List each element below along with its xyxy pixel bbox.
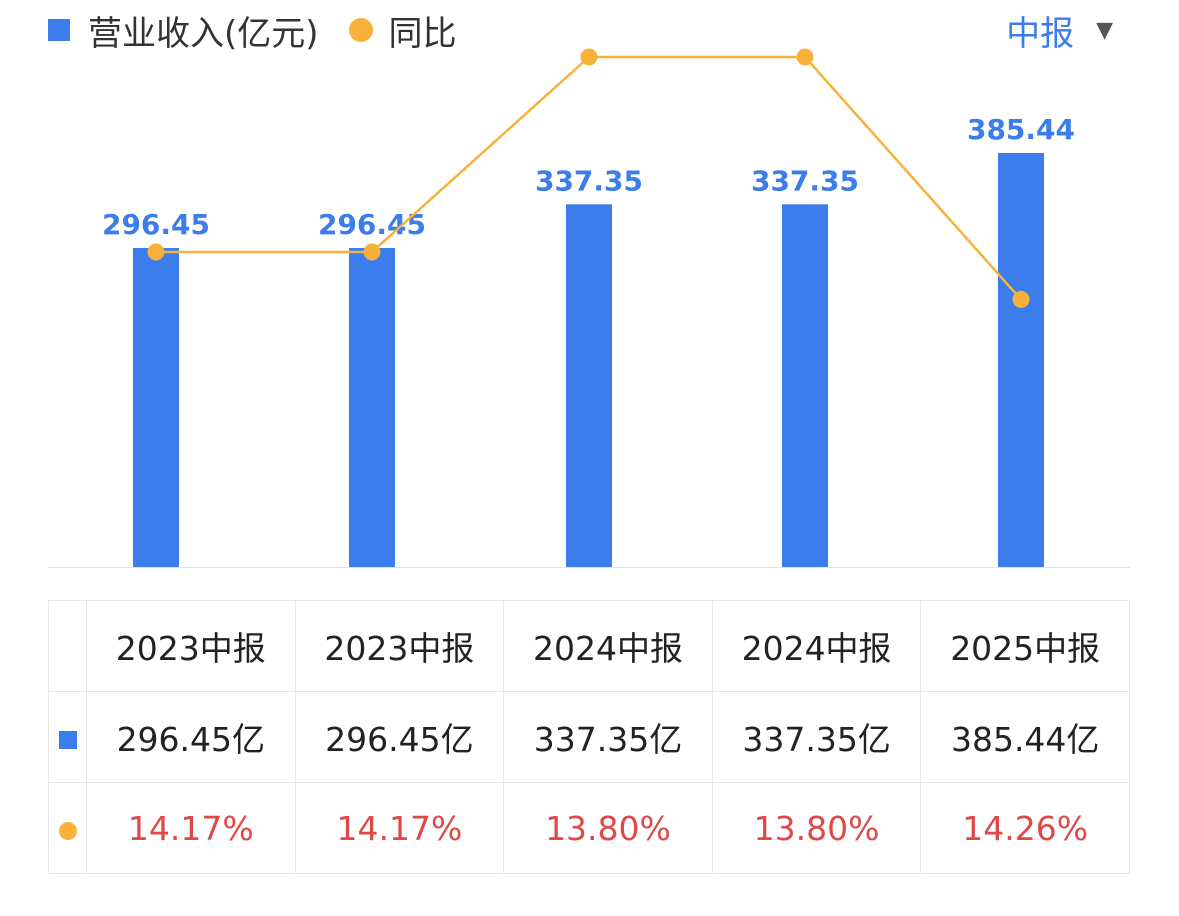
revenue-bar-label: 385.44: [967, 113, 1075, 146]
revenue-bar: [349, 248, 395, 567]
revenue-bar: [782, 204, 828, 568]
revenue-bar-label: 337.35: [751, 164, 859, 197]
revenue-cell: 296.45亿: [294, 691, 505, 783]
yoy-cell: 14.17%: [86, 782, 296, 874]
yoy-row: 14.17% 14.17% 13.80% 13.80% 14.26%: [48, 782, 1130, 874]
revenue-bar: [998, 153, 1044, 567]
period-header-cell: 2023中报: [294, 600, 505, 692]
revenue-cell: 337.35亿: [503, 691, 713, 783]
period-header-cell: 2024中报: [711, 600, 922, 692]
revenue-legend-label: 营业收入(亿元): [88, 13, 319, 54]
revenue-cell: 385.44亿: [920, 691, 1130, 783]
revenue-cell: 296.45亿: [86, 691, 296, 783]
revenue-row-marker: [48, 691, 87, 783]
revenue-cell: 337.35亿: [711, 691, 922, 783]
yoy-cell: 13.80%: [503, 782, 713, 874]
revenue-legend-marker: [48, 19, 70, 41]
yoy-row-marker: [48, 782, 87, 874]
yoy-point: [796, 48, 814, 66]
revenue-bar: [133, 248, 179, 567]
revenue-bar-label: 337.35: [535, 164, 643, 197]
revenue-chart: 296.45 296.45 337.35 337.35 385.44: [48, 48, 1130, 568]
period-header-cell: 2024中报: [503, 600, 713, 692]
revenue-row: 296.45亿 296.45亿 337.35亿 337.35亿 385.44亿: [48, 691, 1130, 783]
yoy-point: [580, 48, 598, 66]
yoy-legend-label: 同比: [388, 13, 457, 54]
revenue-bar-label: 296.45: [318, 208, 426, 241]
revenue-bar-label: 296.45: [102, 208, 210, 241]
table-header-row: 2023中报 2023中报 2024中报 2024中报 2025中报: [48, 600, 1130, 692]
yoy-point: [363, 243, 381, 261]
period-header-cell: 2023中报: [86, 600, 296, 692]
period-header-cell: 2025中报: [920, 600, 1130, 692]
yoy-cell: 13.80%: [711, 782, 922, 874]
yoy-point: [1012, 290, 1030, 308]
yoy-cell: 14.17%: [294, 782, 505, 874]
caret-down-icon: ▼: [1096, 17, 1113, 43]
yoy-cell: 14.26%: [920, 782, 1130, 874]
period-dropdown[interactable]: 中报 ▼: [1006, 8, 1113, 54]
header-corner-cell: [48, 600, 87, 692]
yoy-point: [147, 243, 165, 261]
chart-legend: 营业收入(亿元) 同比: [48, 8, 457, 54]
period-dropdown-label: 中报: [1006, 13, 1075, 54]
square-marker-icon: [58, 730, 77, 749]
dot-marker-icon: [58, 821, 77, 840]
revenue-bar: [566, 204, 612, 568]
data-table: 2023中报 2023中报 2024中报 2024中报 2025中报 296.4…: [48, 600, 1130, 874]
yoy-legend-marker: [348, 18, 373, 42]
